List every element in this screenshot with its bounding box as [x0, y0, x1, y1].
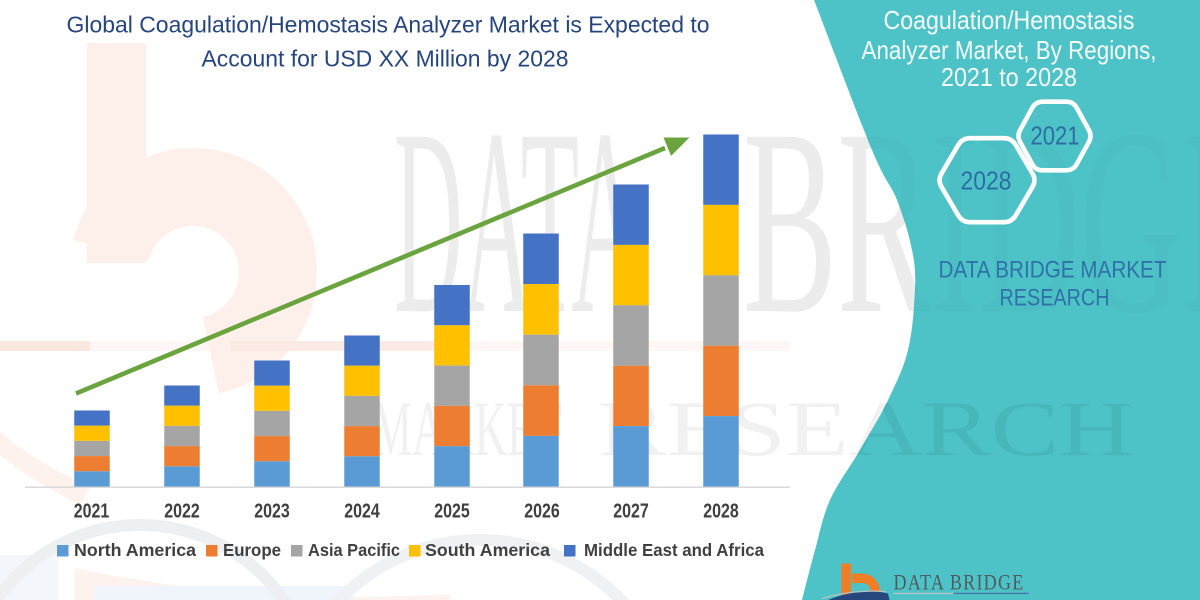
- svg-text:Coagulation/Hemostasis: Coagulation/Hemostasis: [884, 5, 1135, 35]
- svg-text:Europe: Europe: [223, 540, 281, 560]
- svg-text:2028: 2028: [961, 168, 1012, 196]
- svg-text:MARKET RESEARCH: MARKET RESEARCH: [894, 598, 1030, 600]
- svg-text:RESEARCH: RESEARCH: [1000, 285, 1110, 312]
- svg-text:2023: 2023: [254, 501, 290, 523]
- svg-text:Analyzer Market, By Regions,: Analyzer Market, By Regions,: [862, 35, 1157, 65]
- svg-text:Asia Pacific: Asia Pacific: [308, 540, 400, 560]
- svg-text:DATA BRIDGE MARKET: DATA BRIDGE MARKET: [939, 257, 1167, 284]
- svg-text:DATA: DATA: [394, 74, 640, 369]
- svg-text:North America: North America: [74, 540, 196, 560]
- svg-text:DATA BRIDGE: DATA BRIDGE: [894, 570, 1025, 595]
- svg-text:2027: 2027: [613, 501, 649, 523]
- svg-text:2024: 2024: [344, 501, 380, 523]
- svg-text:2021 to 2028: 2021 to 2028: [941, 62, 1077, 92]
- svg-text:South America: South America: [425, 540, 550, 560]
- svg-text:Account for USD XX Million by: Account for USD XX Million by 2028: [202, 46, 569, 72]
- svg-text:2021: 2021: [74, 501, 110, 523]
- svg-text:2026: 2026: [524, 501, 560, 523]
- svg-text:2025: 2025: [434, 501, 470, 523]
- svg-text:Middle East and Africa: Middle East and Africa: [584, 540, 764, 560]
- svg-text:2022: 2022: [164, 501, 200, 523]
- svg-text:Global Coagulation/Hemostasis: Global Coagulation/Hemostasis Analyzer M…: [67, 12, 710, 38]
- svg-text:2021: 2021: [1031, 123, 1080, 151]
- svg-text:2028: 2028: [703, 501, 739, 523]
